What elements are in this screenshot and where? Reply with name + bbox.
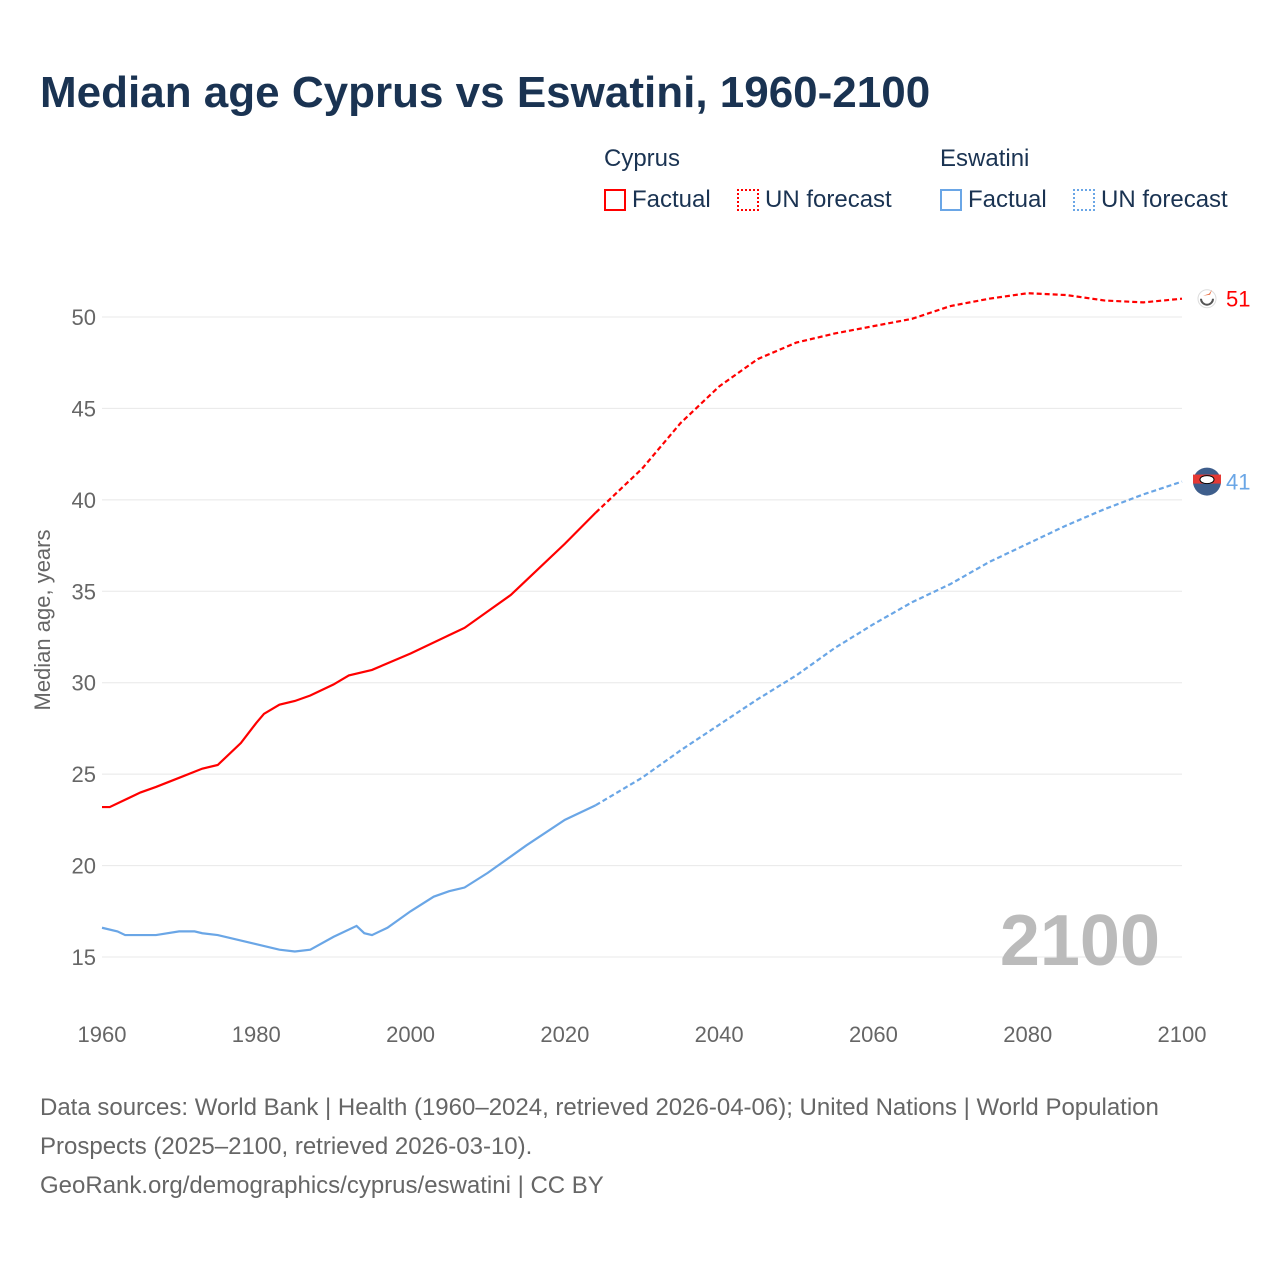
- x-tick-label: 2080: [1003, 1022, 1052, 1047]
- legend-eswatini-forecast[interactable]: UN forecast: [1073, 186, 1228, 214]
- flag-branches: [1200, 298, 1214, 306]
- y-tick-label: 30: [72, 671, 96, 696]
- legend-label: Factual: [968, 186, 1047, 213]
- year-label: 2100: [1000, 901, 1160, 981]
- legend-swatch: [604, 189, 626, 211]
- y-axis-label: Median age, years: [30, 530, 55, 711]
- x-tick-label: 2040: [695, 1022, 744, 1047]
- legend-group-eswatini: Eswatini: [940, 145, 1030, 172]
- attribution-link[interactable]: GeoRank.org/demographics/cyprus/eswatini…: [40, 1172, 604, 1199]
- data-sources: Data sources: World Bank | Health (1960–…: [40, 1094, 1159, 1160]
- legend-label: UN forecast: [765, 186, 892, 213]
- x-tick-label: 1980: [232, 1022, 281, 1047]
- series-cyprus-factual: [102, 511, 597, 809]
- series-eswatini-forecast: [595, 480, 1183, 807]
- y-tick-label: 40: [72, 488, 96, 513]
- series-eswatini-factual: [101, 804, 597, 953]
- end-value-label: 51: [1226, 287, 1250, 312]
- legend-label: UN forecast: [1101, 186, 1228, 213]
- series-cyprus-forecast: [594, 292, 1183, 514]
- end-value-label: 41: [1226, 470, 1250, 495]
- legend-eswatini-factual[interactable]: Factual: [940, 186, 1047, 214]
- footer: Data sources: World Bank | Health (1960–…: [40, 1088, 1190, 1205]
- y-tick-label: 45: [72, 396, 96, 421]
- y-tick-label: 15: [72, 945, 96, 970]
- legend-swatch: [737, 189, 759, 211]
- chart-title: Median age Cyprus vs Eswatini, 1960-2100: [40, 68, 931, 117]
- y-tick-label: 50: [72, 305, 96, 330]
- x-tick-label: 2060: [849, 1022, 898, 1047]
- y-tick-label: 20: [72, 854, 96, 879]
- legend-label: Factual: [632, 186, 711, 213]
- x-tick-label: 2100: [1158, 1022, 1207, 1047]
- y-tick-label: 35: [72, 579, 96, 604]
- legend-group-cyprus: Cyprus: [604, 145, 681, 172]
- x-tick-label: 1960: [78, 1022, 127, 1047]
- legend-cyprus-forecast[interactable]: UN forecast: [737, 186, 892, 214]
- flag-shield: [1199, 475, 1215, 485]
- y-tick-label: 25: [72, 762, 96, 787]
- legend-swatch: [940, 189, 962, 211]
- legend-cyprus-factual[interactable]: Factual: [604, 186, 711, 214]
- legend-swatch: [1073, 189, 1095, 211]
- flag-island: [1203, 289, 1212, 296]
- x-tick-label: 2020: [540, 1022, 589, 1047]
- x-tick-label: 2000: [386, 1022, 435, 1047]
